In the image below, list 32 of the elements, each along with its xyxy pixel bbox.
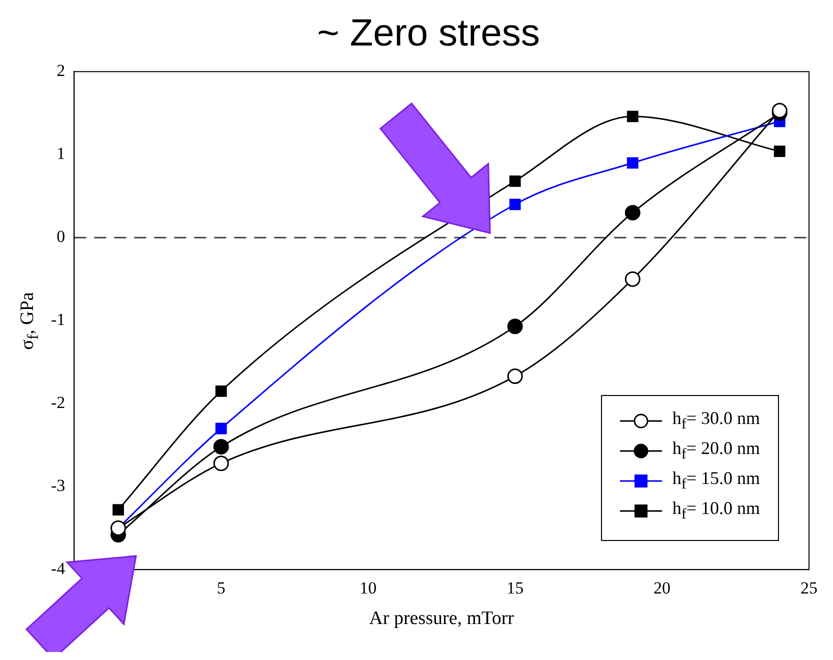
point — [507, 318, 523, 334]
x-tick-label: 10 — [360, 578, 377, 598]
point — [509, 175, 521, 187]
chart-title: ~ Zero stress — [317, 12, 540, 54]
x-axis-title: Ar pressure, mTorr — [369, 608, 514, 630]
point — [213, 456, 229, 472]
point — [215, 422, 227, 434]
point — [624, 271, 640, 287]
point — [213, 439, 229, 455]
point — [626, 157, 638, 169]
legend-label: h$_{f}$= 20.0 nm — [672, 438, 760, 464]
point — [215, 385, 227, 397]
legend-label: h$_{f}$= 10.0 nm — [672, 498, 760, 524]
x-tick-label: 15 — [506, 578, 524, 598]
x-tick-label: 5 — [216, 578, 226, 598]
y-tick-label: 2 — [56, 61, 66, 80]
point — [626, 110, 638, 122]
point — [624, 204, 640, 220]
y-tick-label: -1 — [50, 310, 66, 330]
y-tick-label: -3 — [50, 476, 66, 496]
y-tick-label: 1 — [56, 144, 66, 164]
x-tick-label: 20 — [654, 578, 671, 598]
point — [509, 198, 521, 210]
y-tick-label: -4 — [50, 559, 66, 578]
point — [774, 146, 786, 157]
legend-label: h$_{f}$= 15.0 nm — [672, 468, 760, 494]
y-tick-label: -2 — [50, 393, 66, 412]
x-tick-label: 25 — [800, 578, 818, 598]
legend-label: h$_{f}$= 30.0 nm — [672, 408, 760, 434]
point — [507, 368, 523, 384]
point — [112, 504, 124, 516]
y-tick-label: 0 — [56, 227, 66, 246]
